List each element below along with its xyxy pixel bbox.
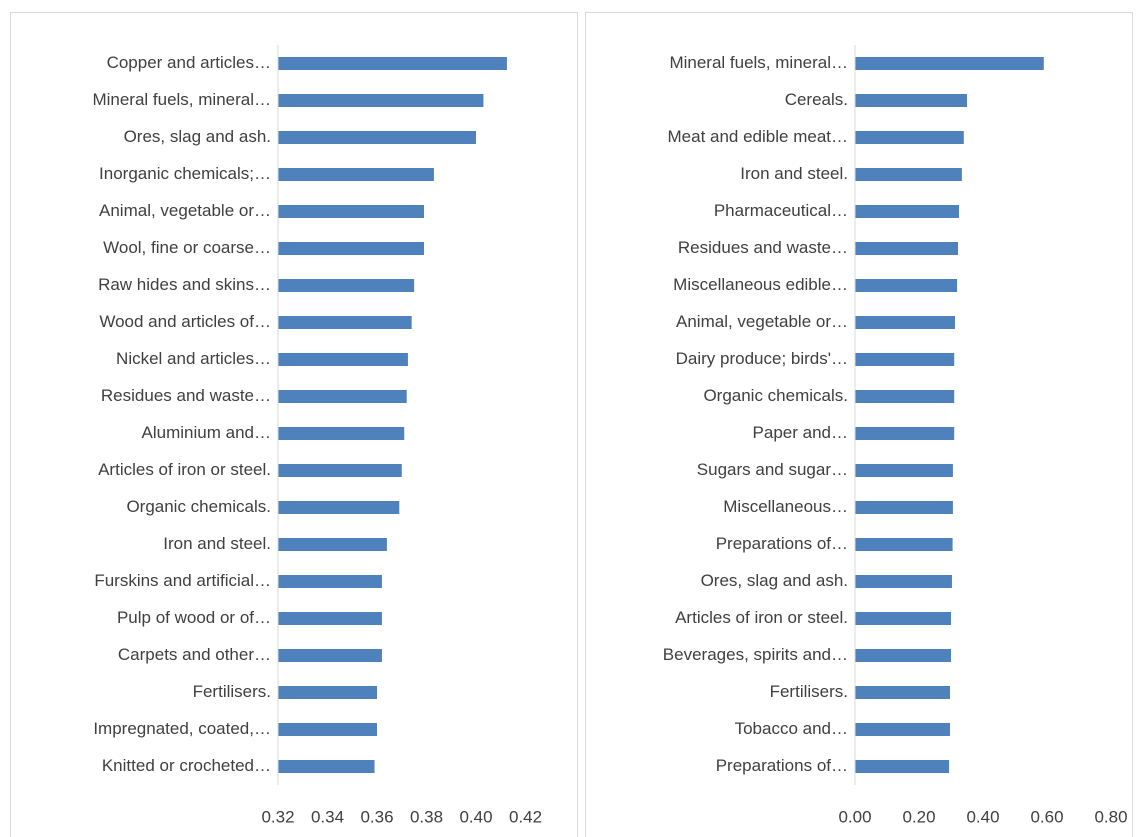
bar: [855, 427, 955, 440]
bar: [855, 316, 955, 329]
panel-border: [10, 12, 578, 837]
bar: [855, 168, 962, 181]
y-tick-label: Preparations of…: [716, 756, 848, 775]
bar: [278, 649, 382, 662]
bar: [855, 242, 959, 255]
bar: [278, 686, 377, 699]
x-tick-label: 0.40: [459, 807, 492, 826]
y-tick-label: Impregnated, coated,…: [93, 719, 271, 738]
panel-border: [585, 12, 1133, 837]
bar: [278, 575, 382, 588]
bar: [855, 57, 1044, 70]
y-tick-label: Ores, slag and ash.: [124, 127, 271, 146]
y-tick-label: Sugars and sugar…: [697, 460, 848, 479]
x-tick-label: 0.60: [1030, 807, 1063, 826]
y-tick-label: Miscellaneous…: [723, 497, 848, 516]
bar: [278, 760, 375, 773]
y-tick-label: Mineral fuels, mineral…: [92, 90, 271, 109]
bar: [855, 538, 953, 551]
y-tick-label: Beverages, spirits and…: [663, 645, 848, 664]
bar: [855, 464, 953, 477]
bar: [278, 316, 412, 329]
bar: [855, 760, 950, 773]
bar: [278, 464, 402, 477]
bar: [278, 279, 415, 292]
y-tick-label: Inorganic chemicals;…: [99, 164, 271, 183]
bar: [278, 501, 400, 514]
y-tick-label: Raw hides and skins…: [98, 275, 271, 294]
bar: [855, 353, 955, 366]
bar: [855, 686, 951, 699]
y-tick-label: Furskins and artificial…: [94, 571, 271, 590]
y-tick-label: Preparations of…: [716, 534, 848, 553]
bar: [855, 94, 967, 107]
y-tick-label: Organic chemicals.: [703, 386, 848, 405]
bar: [278, 612, 382, 625]
bar: [855, 612, 951, 625]
x-tick-label: 0.80: [1094, 807, 1127, 826]
x-tick-label: 0.36: [360, 807, 393, 826]
y-tick-label: Articles of iron or steel.: [675, 608, 848, 627]
x-tick-label: 0.20: [902, 807, 935, 826]
y-tick-label: Aluminium and…: [142, 423, 271, 442]
y-tick-label: Residues and waste…: [678, 238, 848, 257]
bar: [855, 575, 952, 588]
bar: [278, 353, 408, 366]
y-tick-label: Fertilisers.: [193, 682, 271, 701]
x-tick-label: 0.34: [311, 807, 344, 826]
y-tick-label: Copper and articles…: [107, 53, 271, 72]
y-tick-label: Residues and waste…: [101, 386, 271, 405]
y-tick-label: Nickel and articles…: [116, 349, 271, 368]
y-tick-label: Meat and edible meat…: [668, 127, 849, 146]
bar: [855, 723, 951, 736]
y-tick-label: Paper and…: [753, 423, 848, 442]
bar: [278, 131, 476, 144]
x-tick-label: 0.32: [261, 807, 294, 826]
bar: [278, 57, 507, 70]
y-tick-label: Pulp of wood or of…: [117, 608, 271, 627]
y-tick-label: Cereals.: [785, 90, 848, 109]
y-tick-label: Fertilisers.: [770, 682, 848, 701]
y-tick-label: Miscellaneous edible…: [673, 275, 848, 294]
bar: [278, 390, 407, 403]
y-tick-label: Mineral fuels, mineral…: [669, 53, 848, 72]
x-tick-label: 0.40: [966, 807, 999, 826]
bar: [855, 501, 953, 514]
bar: [278, 205, 425, 218]
y-tick-label: Carpets and other…: [118, 645, 271, 664]
bar: [855, 205, 959, 218]
bar: [855, 390, 955, 403]
y-tick-label: Knitted or crocheted…: [102, 756, 271, 775]
bar: [278, 723, 377, 736]
y-tick-label: Animal, vegetable or…: [676, 312, 848, 331]
x-tick-label: 0.42: [509, 807, 542, 826]
bar: [278, 94, 484, 107]
y-tick-label: Iron and steel.: [740, 164, 848, 183]
bar: [278, 427, 405, 440]
bar: [855, 131, 964, 144]
x-tick-label: 0.38: [410, 807, 443, 826]
y-tick-label: Animal, vegetable or…: [99, 201, 271, 220]
y-tick-label: Wool, fine or coarse…: [103, 238, 271, 257]
y-tick-label: Dairy produce; birds'…: [676, 349, 848, 368]
bar: [278, 168, 434, 181]
y-tick-label: Wood and articles of…: [99, 312, 271, 331]
bar: [855, 649, 951, 662]
x-tick-label: 0.00: [838, 807, 871, 826]
y-tick-label: Organic chemicals.: [126, 497, 271, 516]
bar: [855, 279, 958, 292]
bar: [278, 538, 387, 551]
y-tick-label: Pharmaceutical…: [714, 201, 848, 220]
y-tick-label: Ores, slag and ash.: [701, 571, 848, 590]
y-tick-label: Tobacco and…: [735, 719, 848, 738]
bar: [278, 242, 425, 255]
y-tick-label: Iron and steel.: [163, 534, 271, 553]
y-tick-label: Articles of iron or steel.: [98, 460, 271, 479]
